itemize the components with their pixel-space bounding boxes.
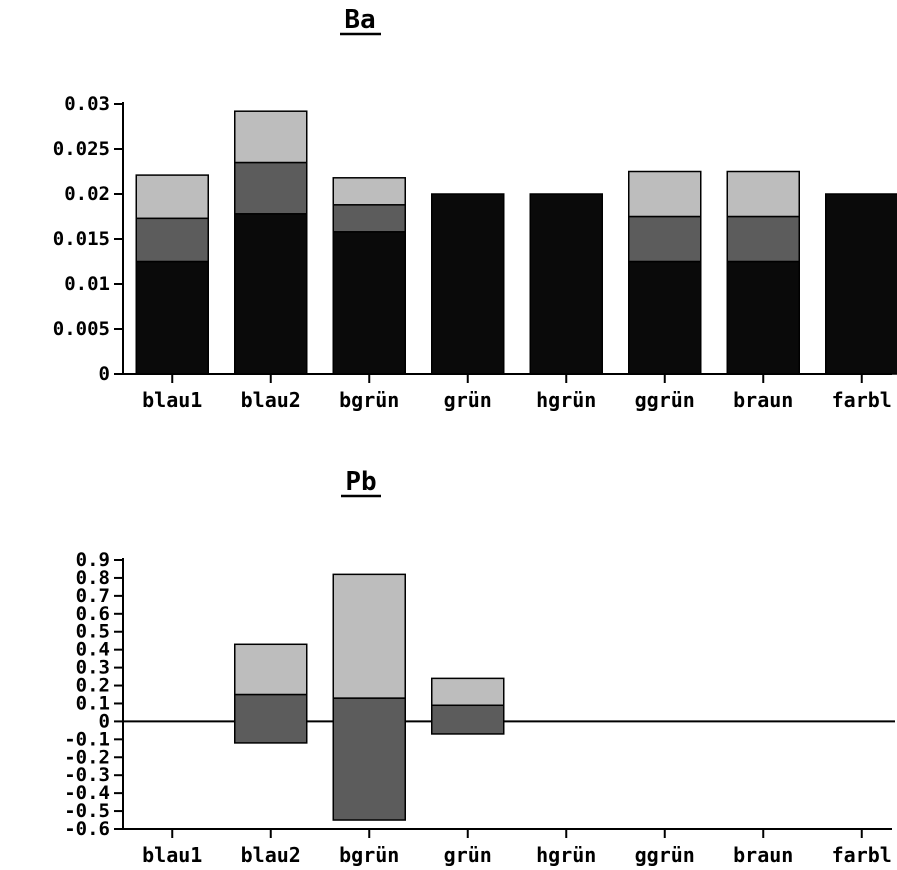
bar-segment-blau1-3	[136, 175, 208, 218]
y-tick-label: 0.025	[53, 138, 110, 160]
y-axis-pb: -0.6-0.5-0.4-0.3-0.2-0.100.10.20.30.40.5…	[64, 549, 123, 840]
bar-segment-bgrün-lower	[333, 698, 405, 820]
bar-segment-braun-1	[727, 262, 799, 375]
x-tick-label: blau2	[241, 843, 301, 867]
x-axis-ba: blau1 blau2 bgrün grün hgrün ggrün braun farbl	[123, 374, 892, 412]
x-tick-label: farbl	[832, 388, 892, 412]
bar-segment-braun-3	[727, 172, 799, 217]
bar-segment-bgrün-upper	[333, 574, 405, 698]
x-tick-label: bgrün	[339, 388, 399, 412]
x-tick-label: braun	[733, 388, 793, 412]
bar-segment-bgrün-3	[333, 178, 405, 205]
x-tick-label: farbl	[832, 843, 892, 867]
x-tick-label: blau1	[142, 388, 202, 412]
bar-segment-ggrün-3	[629, 172, 701, 217]
bar-segment-blau2-upper	[235, 644, 307, 694]
y-axis-ba: 0 0.005 0.01 0.015 0.02 0.025 0.03	[53, 93, 123, 385]
x-tick-label: grün	[444, 388, 492, 412]
x-tick-label: grün	[444, 843, 492, 867]
y-tick-label: 0.005	[53, 318, 110, 340]
y-tick-label: 0	[99, 363, 110, 385]
bar-segment-blau2-1	[235, 214, 307, 374]
bars-ba	[136, 111, 897, 374]
x-tick-label: blau2	[241, 388, 301, 412]
chart-title-pb: Pb	[345, 467, 376, 497]
bar-segment-braun-2	[727, 217, 799, 262]
bar-segment-hgrün-1	[530, 194, 602, 374]
bar-segment-grün-upper	[432, 678, 504, 705]
x-tick-label: hgrün	[536, 388, 596, 412]
y-tick-label: 0.03	[64, 93, 110, 115]
bar-segment-bgrün-2	[333, 205, 405, 232]
x-axis-pb: blau1 blau2 bgrün grün hgrün ggrün braun farbl	[123, 829, 892, 867]
bar-segment-blau2-3	[235, 111, 307, 162]
bar-segment-ggrün-1	[629, 262, 701, 375]
y-tick-label: 0.01	[64, 273, 110, 295]
bar-segment-blau2-2	[235, 163, 307, 214]
y-tick-label: 0.9	[76, 549, 110, 571]
bar-segment-bgrün-1	[333, 232, 405, 374]
bar-segment-ggrün-2	[629, 217, 701, 262]
x-tick-label: braun	[733, 843, 793, 867]
chart-pb: Pb -0.6-0.5-0.4-0.3-0.2-0.100.10.20.30.4…	[64, 467, 895, 867]
x-tick-label: hgrün	[536, 843, 596, 867]
x-tick-label: blau1	[142, 843, 202, 867]
bar-segment-farbl-1	[826, 194, 897, 374]
bar-segment-blau1-2	[136, 218, 208, 261]
x-tick-label: ggrün	[635, 388, 695, 412]
bar-segment-blau2-lower	[235, 695, 307, 743]
chart-title-ba: Ba	[344, 5, 375, 35]
bar-segment-blau1-1	[136, 262, 208, 375]
bar-segment-grün-lower	[432, 705, 504, 734]
y-tick-label: 0.015	[53, 228, 110, 250]
x-tick-label: ggrün	[635, 843, 695, 867]
y-tick-label: 0.02	[64, 183, 110, 205]
x-tick-label: bgrün	[339, 843, 399, 867]
bars-pb	[123, 574, 895, 820]
bar-segment-grün-1	[432, 194, 504, 374]
